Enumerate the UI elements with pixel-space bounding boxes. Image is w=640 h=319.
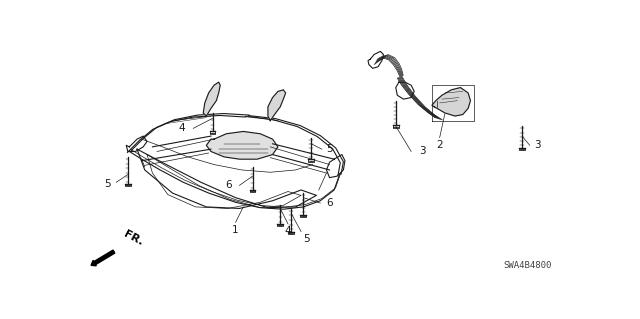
Text: 4: 4 (179, 123, 186, 133)
Polygon shape (206, 131, 278, 159)
Text: 4: 4 (285, 226, 291, 236)
Text: 5: 5 (303, 234, 310, 244)
FancyArrow shape (91, 250, 115, 266)
Text: 5: 5 (104, 179, 111, 189)
Text: FR.: FR. (122, 228, 145, 247)
Polygon shape (268, 90, 285, 121)
Text: 1: 1 (232, 225, 239, 234)
Text: 2: 2 (436, 140, 443, 150)
Text: 6: 6 (225, 180, 232, 190)
Polygon shape (432, 87, 470, 116)
Text: 3: 3 (419, 146, 426, 157)
Text: SWA4B4800: SWA4B4800 (503, 261, 551, 270)
Text: 6: 6 (326, 198, 333, 208)
Polygon shape (204, 82, 220, 116)
Text: 5: 5 (326, 144, 333, 154)
Text: 3: 3 (534, 140, 541, 150)
